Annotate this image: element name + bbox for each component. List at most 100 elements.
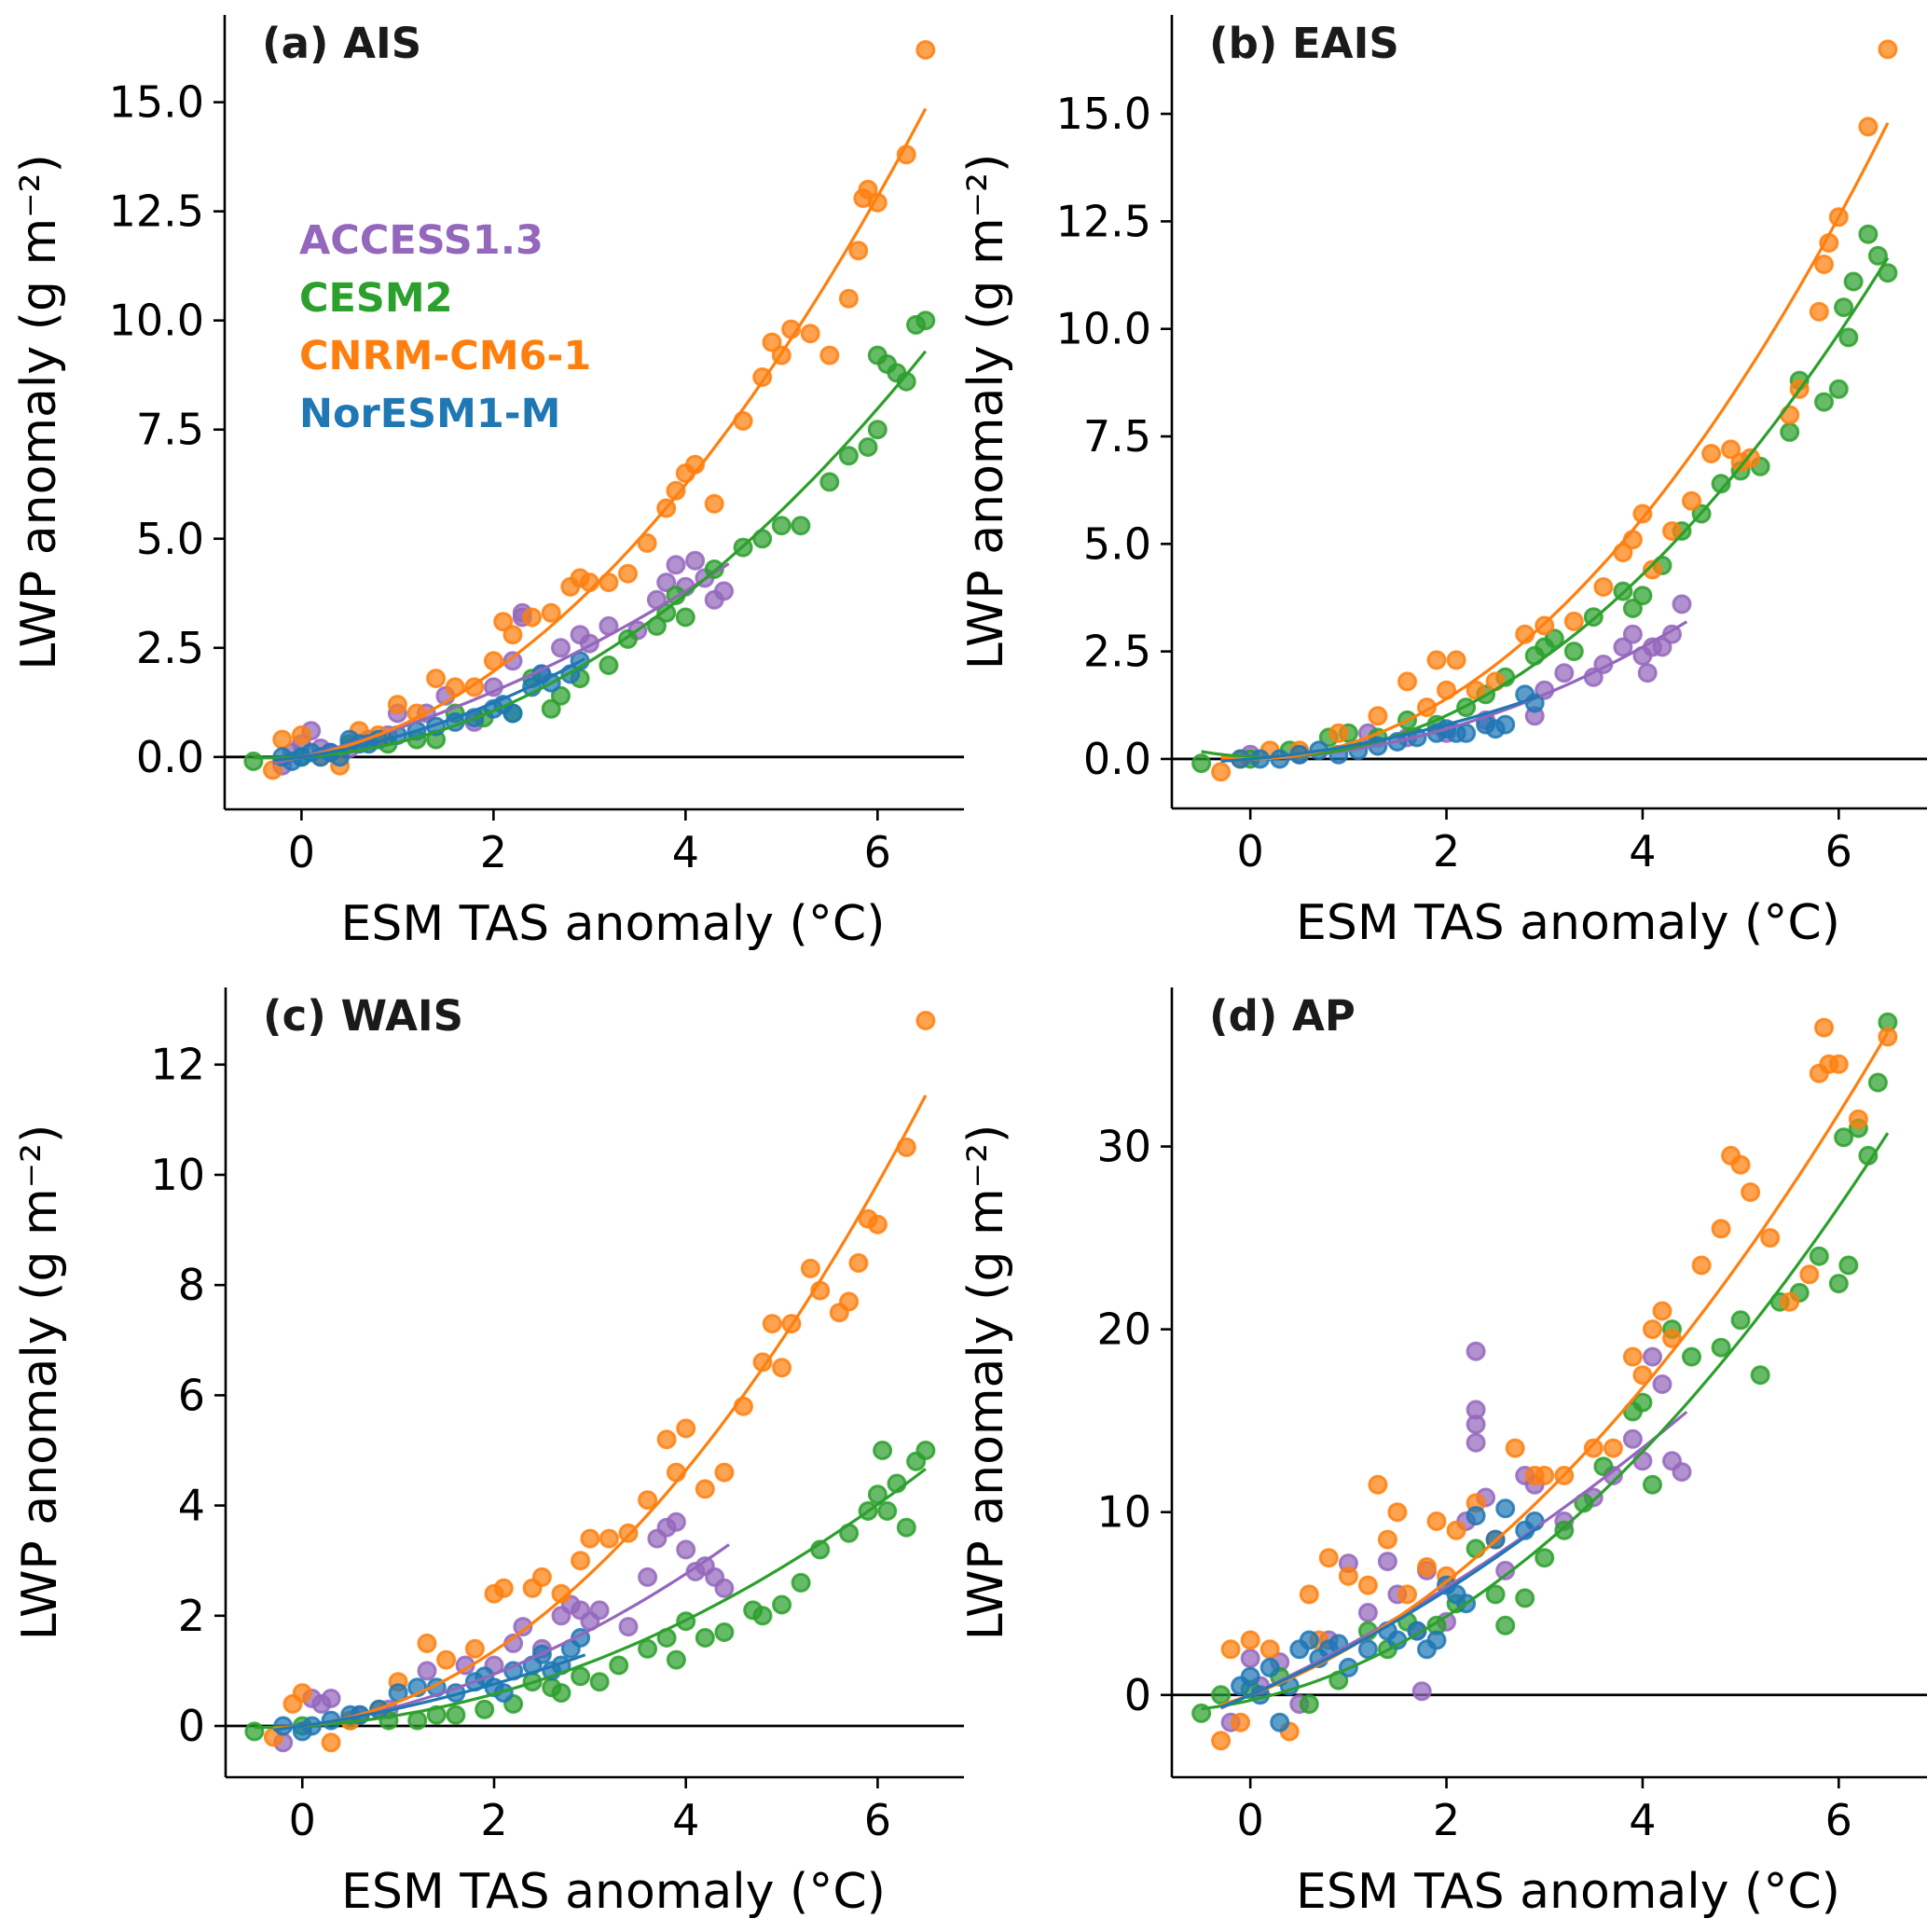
legend-item-cesm2: CESM2 [299, 275, 453, 322]
y-tick-label: 10 [1096, 1487, 1151, 1538]
legend-item-cnrm-cm6-1: CNRM-CM6-1 [299, 333, 591, 380]
panel-title: (b) EAIS [1209, 19, 1399, 68]
data-point-cnrm-cm6-1 [848, 241, 869, 261]
data-point-cnrm-cm6-1 [800, 324, 820, 344]
data-point-cesm2 [1632, 586, 1653, 606]
y-tick-label: 10 [150, 1150, 205, 1200]
data-point-cesm2 [1593, 1456, 1614, 1477]
data-point-access1-3 [1613, 637, 1633, 657]
data-point-cesm2 [551, 685, 571, 706]
data-point-cnrm-cm6-1 [839, 1291, 860, 1312]
data-point-cesm2 [858, 437, 878, 457]
data-point-cesm2 [877, 1501, 898, 1521]
data-point-cesm2 [1643, 1474, 1662, 1495]
data-point-cnrm-cm6-1 [1741, 448, 1761, 468]
data-point-cnrm-cm6-1 [656, 1429, 677, 1450]
data-point-cnrm-cm6-1 [772, 1358, 792, 1378]
data-point-cesm2 [599, 656, 619, 675]
data-point-access1-3 [1466, 1414, 1486, 1435]
data-point-cesm2 [752, 1606, 773, 1626]
x-tick-label: 2 [480, 827, 507, 877]
y-tick-label: 30 [1096, 1122, 1151, 1172]
data-point-cnrm-cm6-1 [1368, 706, 1388, 726]
data-point-cesm2 [666, 1649, 686, 1670]
data-point-cnrm-cm6-1 [1466, 680, 1486, 700]
data-point-cesm2 [1191, 753, 1212, 774]
data-point-cesm2 [1544, 628, 1564, 649]
data-point-cnrm-cm6-1 [426, 669, 447, 689]
data-point-cesm2 [1711, 1337, 1731, 1358]
x-tick-label: 0 [288, 827, 315, 877]
data-point-cnrm-cm6-1 [638, 1490, 658, 1511]
y-tick-label: 10.0 [1056, 304, 1151, 354]
data-point-cesm2 [1750, 1365, 1770, 1386]
data-point-access1-3 [1672, 1462, 1692, 1483]
x-axis-label: ESM TAS anomaly (°C) [1296, 1864, 1840, 1920]
data-point-access1-3 [1622, 1428, 1643, 1449]
data-point-cesm2 [1858, 224, 1879, 244]
y-axis-label: LWP anomaly (g m⁻²) [958, 154, 1014, 669]
fit-line-noresm1-m [1220, 695, 1541, 763]
data-point-cesm2 [1299, 1694, 1319, 1715]
data-point-cesm2 [771, 516, 791, 536]
data-point-cesm2 [551, 1683, 571, 1704]
data-point-cesm2 [609, 1655, 629, 1676]
data-point-access1-3 [1411, 1681, 1432, 1702]
data-point-cnrm-cm6-1 [387, 695, 407, 715]
data-point-cesm2 [243, 752, 264, 771]
data-point-noresm1-m [1240, 1666, 1260, 1687]
x-tick-label: 2 [1433, 1795, 1460, 1845]
data-point-access1-3 [1622, 624, 1643, 644]
data-point-cesm2 [695, 1628, 715, 1648]
data-point-access1-3 [502, 651, 523, 671]
x-axis-label: ESM TAS anomaly (°C) [341, 896, 886, 952]
data-point-access1-3 [1637, 663, 1658, 683]
y-axis-label: LWP anomaly (g m⁻²) [11, 154, 67, 669]
data-point-cnrm-cm6-1 [1721, 439, 1741, 460]
data-point-cnrm-cm6-1 [1711, 1219, 1731, 1239]
x-tick-label: 0 [1237, 826, 1264, 876]
data-point-cnrm-cm6-1 [483, 651, 503, 671]
data-point-cnrm-cm6-1 [1368, 1474, 1388, 1495]
x-tick-label: 6 [864, 827, 891, 877]
y-tick-label: 7.5 [136, 405, 204, 455]
data-point-access1-3 [1357, 1603, 1378, 1622]
data-point-cnrm-cm6-1 [1357, 1575, 1378, 1595]
x-tick-label: 6 [1825, 1795, 1852, 1845]
data-point-cnrm-cm6-1 [1603, 1438, 1623, 1458]
data-point-cnrm-cm6-1 [292, 1683, 312, 1704]
y-tick-label: 6 [178, 1370, 205, 1420]
y-axis-label: LWP anomaly (g m⁻²) [958, 1125, 1014, 1640]
data-point-cnrm-cm6-1 [272, 729, 293, 750]
y-tick-label: 15.0 [1056, 89, 1151, 139]
data-point-cnrm-cm6-1 [493, 1578, 514, 1598]
data-point-cnrm-cm6-1 [1730, 1154, 1751, 1175]
y-tick-label: 12.5 [1056, 196, 1151, 246]
data-point-cesm2 [791, 1572, 811, 1593]
data-point-cesm2 [638, 1638, 658, 1659]
data-point-noresm1-m [1357, 1639, 1378, 1660]
data-point-cnrm-cm6-1 [714, 1462, 735, 1483]
data-point-cesm2 [1554, 1520, 1575, 1540]
y-tick-label: 12.5 [109, 186, 204, 237]
data-point-cesm2 [1828, 379, 1849, 399]
data-point-cesm2 [714, 1622, 735, 1642]
data-point-cnrm-cm6-1 [1426, 1511, 1447, 1531]
data-point-noresm1-m [1299, 1630, 1319, 1650]
panel-d-ap: 0 2 4 6 0 10 20 30 ESM TAS anomaly (°C) LWP anoma… [958, 987, 1927, 1920]
data-point-cesm2 [1834, 1127, 1854, 1148]
data-point-cesm2 [244, 1721, 265, 1742]
x-tick-label: 2 [1433, 826, 1460, 876]
data-point-cesm2 [1515, 1588, 1535, 1608]
data-point-cesm2 [915, 310, 936, 331]
data-point-cnrm-cm6-1 [1682, 490, 1701, 511]
y-tick-label: 0 [1124, 1670, 1151, 1720]
data-point-cnrm-cm6-1 [1593, 577, 1614, 597]
data-point-cesm2 [675, 607, 695, 628]
data-point-cnrm-cm6-1 [676, 1418, 696, 1439]
data-point-noresm1-m [1495, 714, 1516, 735]
panel-c-wais: 0 2 4 6 0 2 4 6 8 10 12 ESM TAS anomaly (°C) LWP ano… [12, 987, 964, 1920]
data-point-cesm2 [1809, 1246, 1829, 1266]
data-point-cesm2 [1563, 642, 1584, 662]
